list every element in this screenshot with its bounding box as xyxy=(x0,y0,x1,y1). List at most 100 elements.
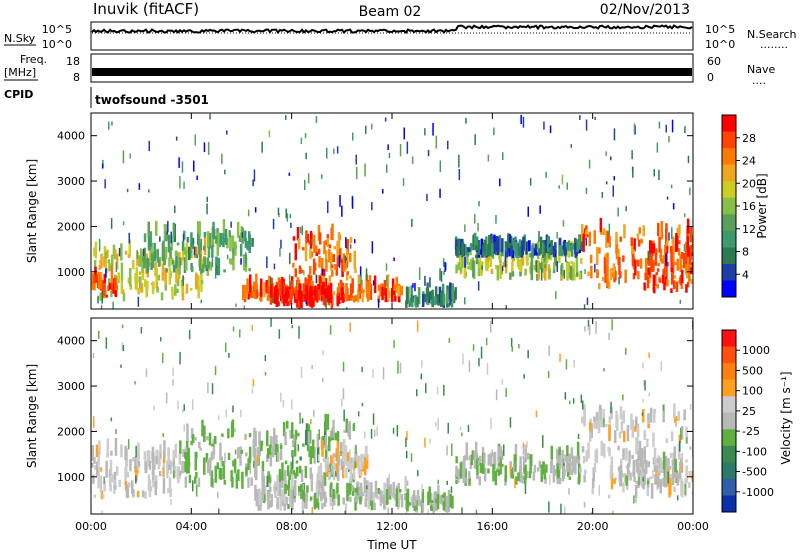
data-cell xyxy=(567,265,571,272)
data-cell xyxy=(652,240,655,246)
data-cell xyxy=(465,442,468,461)
data-cell xyxy=(198,441,201,448)
data-cell xyxy=(98,275,101,290)
data-cell xyxy=(558,245,562,256)
data-cell xyxy=(600,440,603,456)
data-cell xyxy=(288,300,291,306)
data-cell xyxy=(245,452,248,457)
data-cell xyxy=(509,272,512,280)
data-cell xyxy=(598,485,600,496)
data-cell xyxy=(346,239,349,255)
data-cell xyxy=(294,268,297,278)
data-cell xyxy=(240,409,242,418)
data-cell xyxy=(151,450,153,460)
data-cell xyxy=(667,458,670,470)
data-cell xyxy=(300,469,304,482)
data-cell xyxy=(244,238,248,248)
data-cell xyxy=(274,494,277,498)
data-cell xyxy=(135,445,137,458)
data-cell xyxy=(605,151,607,156)
data-cell xyxy=(383,280,387,296)
data-cell xyxy=(355,294,359,300)
data-cell xyxy=(685,426,688,444)
data-cell xyxy=(222,465,226,480)
data-cell xyxy=(296,466,299,477)
data-cell xyxy=(588,325,591,335)
data-cell xyxy=(245,252,247,264)
data-cell xyxy=(284,460,288,465)
data-cell xyxy=(370,500,374,511)
data-cell xyxy=(329,293,332,303)
data-cell xyxy=(647,267,650,275)
data-cell xyxy=(284,291,288,304)
data-cell xyxy=(192,399,194,410)
data-cell xyxy=(291,441,295,447)
data-cell xyxy=(324,435,328,450)
data-cell xyxy=(584,469,587,475)
data-cell xyxy=(319,477,322,496)
data-cell xyxy=(636,423,640,438)
data-cell xyxy=(100,490,104,500)
data-cell xyxy=(207,246,211,258)
data-cell xyxy=(326,414,330,430)
data-cell xyxy=(278,329,281,339)
data-cell xyxy=(153,455,156,470)
data-cell xyxy=(496,265,500,281)
data-cell xyxy=(680,427,682,441)
data-cell xyxy=(329,430,333,440)
data-cell xyxy=(631,150,633,160)
data-cell xyxy=(128,232,130,244)
data-cell xyxy=(648,352,650,358)
data-cell xyxy=(178,453,181,465)
data-cell xyxy=(207,382,209,394)
data-cell xyxy=(677,443,681,460)
data-cell xyxy=(335,448,338,462)
data-cell xyxy=(585,237,587,246)
nave-label: Nave xyxy=(747,63,775,76)
data-cell xyxy=(203,232,207,238)
data-cell xyxy=(533,464,537,473)
data-cell xyxy=(319,488,322,492)
data-cell xyxy=(275,296,278,308)
data-cell xyxy=(501,252,504,257)
data-cell xyxy=(349,236,353,244)
data-cell xyxy=(273,263,276,270)
data-cell xyxy=(213,449,215,459)
data-cell xyxy=(221,433,224,437)
x-tick-label: 20:00 xyxy=(577,520,609,533)
data-cell xyxy=(689,403,692,410)
colorbar-swatch xyxy=(722,247,736,265)
data-cell xyxy=(625,347,627,355)
data-cell xyxy=(290,222,292,228)
data-cell xyxy=(347,485,350,496)
data-cell xyxy=(271,446,275,458)
data-cell xyxy=(371,202,373,211)
data-cell xyxy=(101,290,103,304)
data-cell xyxy=(534,249,537,256)
data-cell xyxy=(286,213,289,222)
data-cell xyxy=(583,475,586,483)
data-cell xyxy=(273,286,277,304)
data-cell xyxy=(239,329,241,338)
data-cell xyxy=(540,464,543,482)
data-cell xyxy=(424,128,426,136)
data-cell xyxy=(230,470,233,482)
data-cell xyxy=(351,295,354,299)
data-cell xyxy=(665,254,667,266)
data-cell xyxy=(107,259,111,264)
data-cell xyxy=(398,289,402,296)
data-cell xyxy=(456,245,459,258)
data-cell xyxy=(235,473,239,489)
data-cell xyxy=(266,286,270,294)
data-cell xyxy=(336,292,340,296)
data-cell xyxy=(364,163,366,177)
data-cell xyxy=(461,507,463,514)
data-cell xyxy=(306,291,309,306)
data-cell xyxy=(397,482,400,491)
data-cell xyxy=(559,353,561,363)
data-cell xyxy=(603,256,607,274)
data-cell xyxy=(203,257,207,267)
data-cell xyxy=(691,470,693,482)
data-cell xyxy=(189,250,193,254)
data-cell xyxy=(317,502,320,510)
